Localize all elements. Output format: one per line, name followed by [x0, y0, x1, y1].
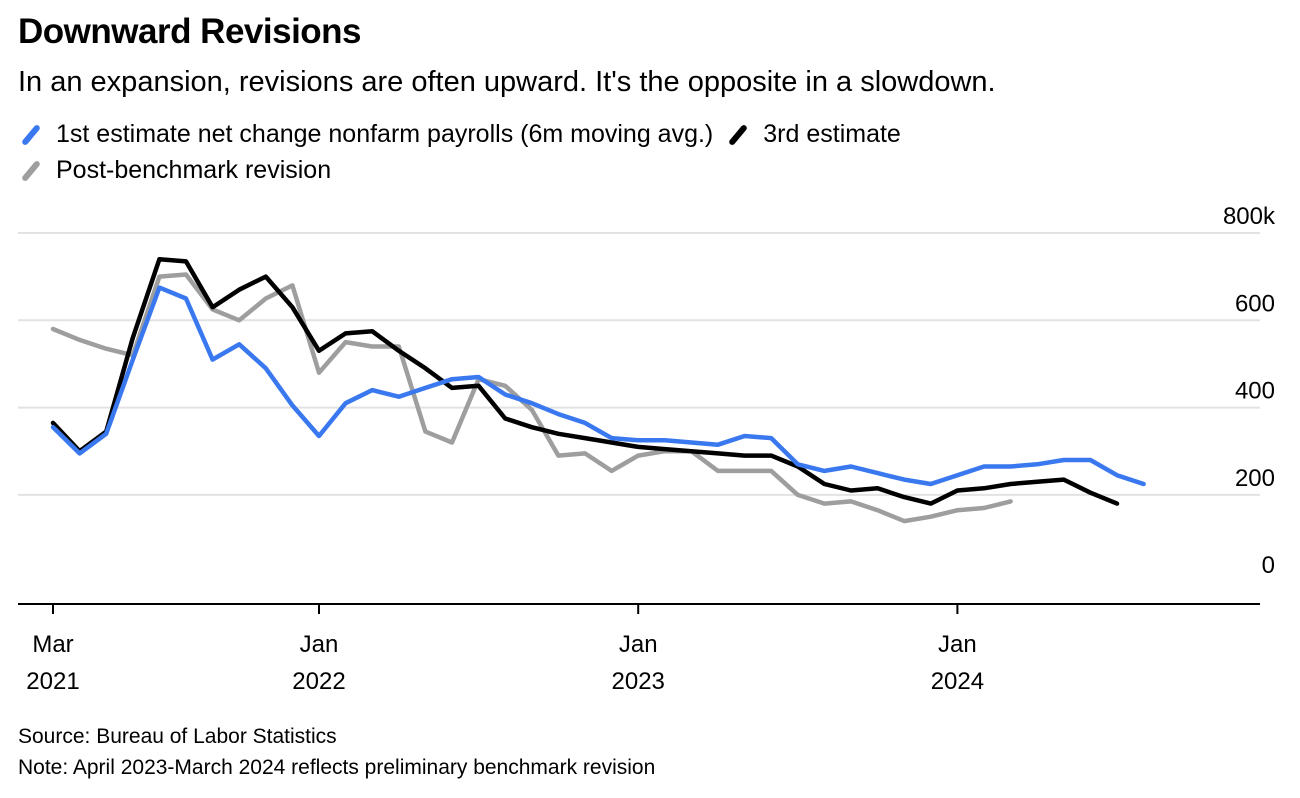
y-tick-label: 800k	[1223, 203, 1276, 230]
x-tick-label-month: Jan	[938, 631, 977, 658]
y-tick-label: 600	[1235, 290, 1275, 317]
y-tick-label: 400	[1235, 378, 1275, 405]
x-tick-label-year: 2023	[612, 668, 665, 695]
x-tick-label-month: Jan	[300, 631, 339, 658]
series-line	[50, 285, 1146, 487]
footnote: Note: April 2023-March 2024 reflects pre…	[18, 756, 656, 779]
chart-title: Downward Revisions	[18, 12, 362, 51]
legend-row-1: 1st estimate net change nonfarm payrolls…	[20, 120, 923, 149]
legend-label-first-estimate: 1st estimate net change nonfarm payrolls…	[56, 120, 714, 148]
legend-item-first-estimate: 1st estimate net change nonfarm payrolls…	[20, 120, 714, 149]
legend-item-third-estimate: 3rd estimate	[728, 120, 901, 149]
legend-row-2: Post-benchmark revision	[20, 156, 353, 185]
x-tick-label-year: 2024	[931, 668, 984, 695]
chart-subtitle: In an expansion, revisions are often upw…	[18, 66, 996, 98]
series-line	[50, 272, 1013, 524]
x-tick-label-year: 2021	[26, 668, 79, 695]
legend-label-post-benchmark: Post-benchmark revision	[56, 156, 332, 184]
x-tick-label-month: Mar	[32, 631, 73, 658]
legend-label-third-estimate: 3rd estimate	[763, 120, 901, 148]
y-tick-label: 0	[1262, 552, 1275, 579]
y-tick-label: 200	[1235, 465, 1275, 492]
x-tick-label-month: Jan	[619, 631, 658, 658]
x-tick-label-year: 2022	[292, 668, 345, 695]
source-note: Source: Bureau of Labor Statistics	[18, 725, 337, 748]
legend-item-post-benchmark: Post-benchmark revision	[20, 156, 332, 185]
series-line	[50, 256, 1120, 506]
